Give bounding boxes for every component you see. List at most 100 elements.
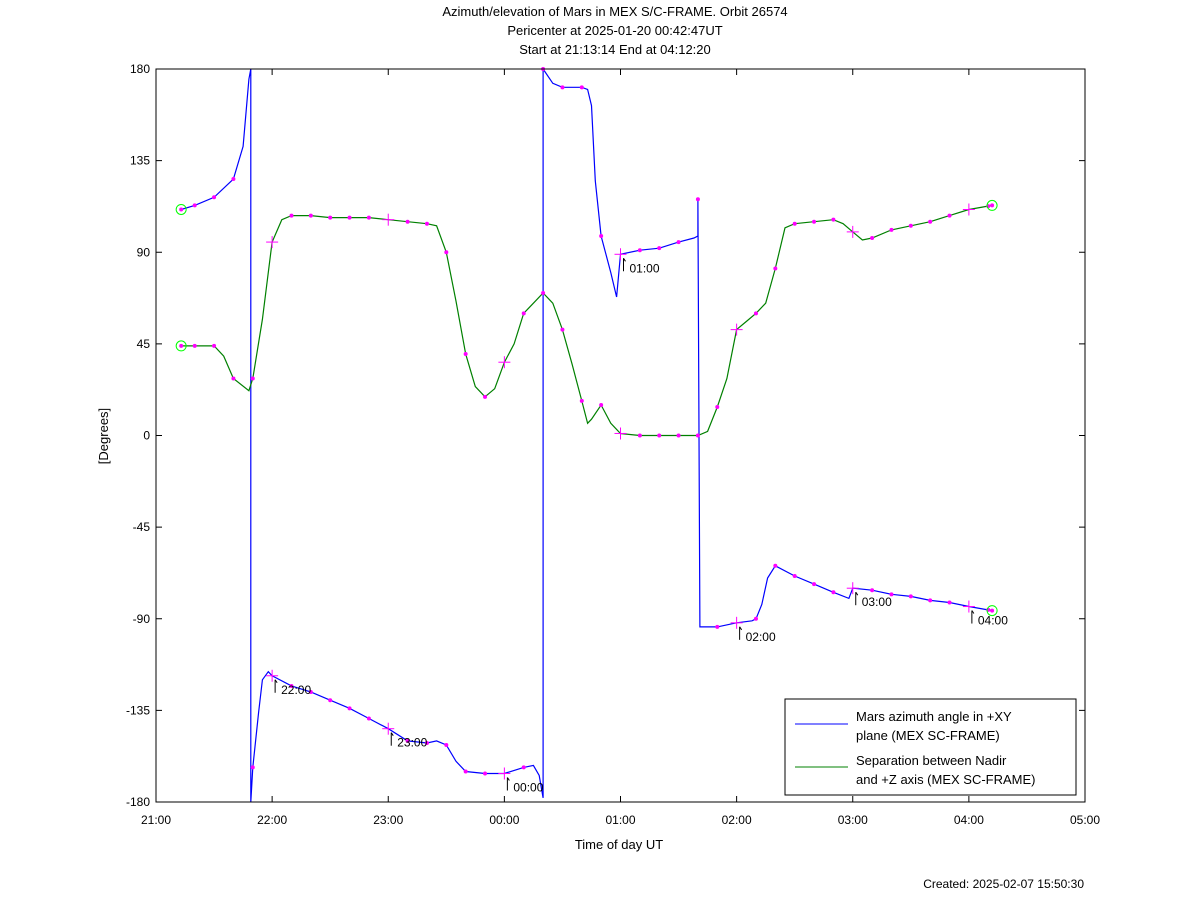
plot-frame — [155, 68, 1086, 803]
ten-minute-marker-azimuth — [192, 203, 197, 208]
end-marker-azimuth — [986, 605, 998, 617]
ten-minute-marker-azimuth — [424, 740, 429, 745]
ten-minute-marker-azimuth — [928, 598, 933, 603]
ten-minute-marker-azimuth — [308, 690, 313, 695]
ten-minute-marker-azimuth — [753, 616, 758, 621]
y-tick-label: 135 — [130, 154, 150, 168]
x-tick-label: 21:00 — [141, 813, 171, 827]
ten-minute-marker-azimuth — [444, 742, 449, 747]
legend: Mars azimuth angle in +XY plane (MEX SC-… — [784, 698, 1077, 796]
end-dot-separation — [990, 203, 995, 208]
ten-minute-marker-separation — [676, 433, 681, 438]
legend-label-separation-2: and +Z axis (MEX SC-FRAME) — [856, 772, 1036, 787]
ten-minute-marker-separation — [405, 219, 410, 224]
hour-annotation-arrow — [506, 777, 510, 781]
ten-minute-marker-separation — [947, 213, 952, 218]
x-tick-label: 02:00 — [722, 813, 752, 827]
ten-minute-marker-separation — [424, 221, 429, 226]
ten-minute-marker-azimuth — [521, 765, 526, 770]
ten-minute-marker-azimuth — [947, 600, 952, 605]
ten-minute-marker-separation — [250, 376, 255, 381]
hour-annotation-label: 02:00 — [746, 630, 776, 644]
legend-label-separation-1: Separation between Nadir — [856, 753, 1007, 768]
ten-minute-marker-azimuth — [831, 590, 836, 595]
ten-minute-marker-separation — [521, 311, 526, 316]
ten-minute-marker-azimuth — [812, 582, 817, 587]
ten-minute-marker-azimuth — [231, 176, 236, 181]
ten-minute-marker-separation — [366, 215, 371, 220]
ten-minute-marker-separation — [908, 223, 913, 228]
ten-minute-marker-separation — [212, 343, 217, 348]
ten-minute-marker-separation — [308, 213, 313, 218]
ten-minute-marker-azimuth — [889, 592, 894, 597]
ten-minute-marker-azimuth — [773, 563, 778, 568]
ten-minute-marker-separation — [463, 352, 468, 357]
series-line-azimuth — [181, 67, 993, 803]
ten-minute-marker-separation — [773, 266, 778, 271]
chart-title-line-1: Azimuth/elevation of Mars in MEX S/C-FRA… — [442, 4, 788, 19]
y-tick-label: -45 — [133, 520, 151, 534]
ten-minute-marker-azimuth — [463, 769, 468, 774]
ten-minute-marker-azimuth — [870, 588, 875, 593]
ten-minute-marker-azimuth — [657, 246, 662, 251]
ten-minute-marker-separation — [579, 398, 584, 403]
series-line-separation — [181, 204, 993, 437]
y-tick-label: 180 — [130, 62, 150, 76]
ten-minute-marker-separation — [715, 404, 720, 409]
ten-minute-marker-separation — [231, 376, 236, 381]
ten-minute-marker-separation — [695, 433, 700, 438]
y-tick-label: -180 — [126, 795, 150, 809]
ten-minute-marker-azimuth — [637, 248, 642, 253]
ten-minute-marker-separation — [831, 217, 836, 222]
y-tick-label: 0 — [143, 429, 150, 443]
x-tick-label: 04:00 — [954, 813, 984, 827]
x-tick-label: 22:00 — [257, 813, 287, 827]
ten-minute-marker-separation — [599, 402, 604, 407]
hour-annotation-label: 22:00 — [281, 683, 311, 697]
start-marker-azimuth — [175, 203, 187, 215]
x-tick-label: 01:00 — [605, 813, 635, 827]
ten-minute-marker-separation — [928, 219, 933, 224]
created-timestamp: Created: 2025-02-07 15:50:30 — [923, 877, 1084, 891]
ten-minute-marker-separation — [637, 433, 642, 438]
x-tick-label: 00:00 — [489, 813, 519, 827]
ten-minute-marker-separation — [889, 227, 894, 232]
start-dot-separation — [179, 343, 184, 348]
legend-label-azimuth-1: Mars azimuth angle in +XY — [856, 709, 1012, 724]
ten-minute-marker-separation — [560, 327, 565, 332]
hour-annotation-arrow — [971, 610, 975, 614]
ten-minute-marker-azimuth — [212, 195, 217, 200]
hour-annotation-label: 04:00 — [978, 614, 1008, 628]
ten-minute-marker-azimuth — [792, 573, 797, 578]
y-tick-label: -90 — [133, 612, 151, 626]
ten-minute-marker-separation — [870, 235, 875, 240]
start-dot-azimuth — [179, 207, 184, 212]
ten-minute-marker-separation — [812, 219, 817, 224]
start-marker-separation — [175, 340, 187, 352]
ten-minute-marker-azimuth — [347, 706, 352, 711]
y-tick-label: 45 — [137, 337, 151, 351]
ten-minute-marker-azimuth — [579, 85, 584, 90]
ten-minute-marker-azimuth — [695, 197, 700, 202]
y-tick-label: 90 — [137, 245, 151, 259]
ten-minute-marker-azimuth — [715, 624, 720, 629]
legend-box — [784, 698, 1077, 796]
ten-minute-marker-separation — [192, 343, 197, 348]
ten-minute-marker-separation — [792, 221, 797, 226]
hour-annotation-arrow — [390, 732, 394, 736]
ten-minute-marker-separation — [289, 213, 294, 218]
ten-minute-marker-azimuth — [405, 738, 410, 743]
ten-minute-marker-separation — [347, 215, 352, 220]
ten-minute-marker-azimuth — [366, 716, 371, 721]
end-dot-azimuth — [990, 608, 995, 613]
end-marker-separation — [986, 199, 998, 211]
x-axis-label: Time of day UT — [575, 837, 663, 852]
ten-minute-marker-separation — [483, 394, 488, 399]
x-tick-label: 05:00 — [1070, 813, 1100, 827]
hour-annotation-label: 00:00 — [513, 780, 543, 794]
hour-annotation-label: 03:00 — [862, 595, 892, 609]
ten-minute-marker-azimuth — [328, 698, 333, 703]
ten-minute-marker-separation — [541, 290, 546, 295]
chart-title-line-3: Start at 21:13:14 End at 04:12:20 — [519, 42, 711, 57]
